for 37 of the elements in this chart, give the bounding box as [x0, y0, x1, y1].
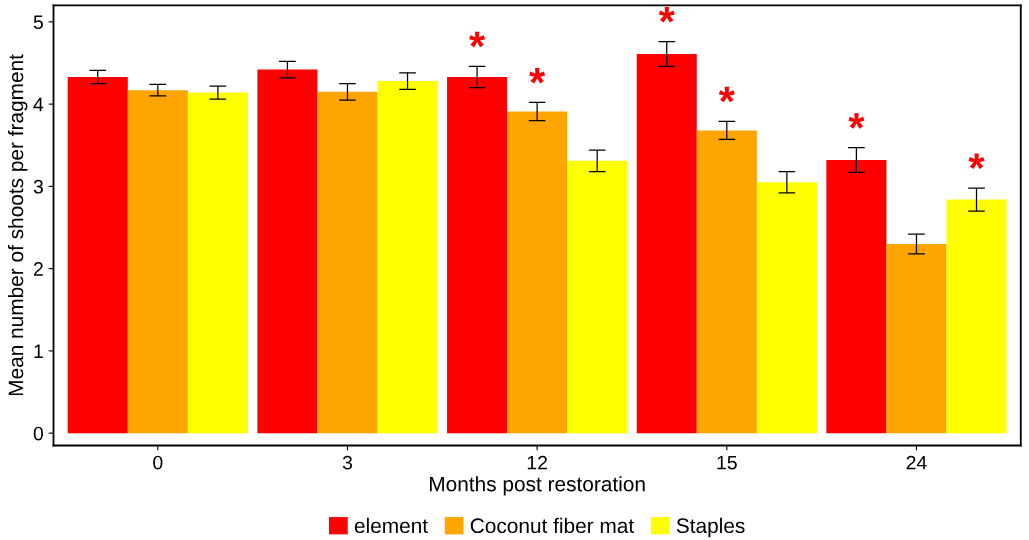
legend-label: Staples	[676, 517, 745, 538]
x-tick-label: 24	[906, 455, 927, 470]
y-tick-label: 2	[33, 262, 43, 276]
y-tick-label: 5	[33, 15, 43, 30]
bar	[67, 76, 128, 434]
legend-label: element	[354, 517, 428, 534]
legend-label: Coconut fiber mat	[470, 517, 635, 534]
bar	[946, 199, 1007, 434]
data-label: *	[529, 67, 546, 84]
data-label: *	[968, 153, 985, 169]
bar	[447, 76, 508, 434]
bar	[636, 53, 697, 434]
y-tick-label: 3	[33, 179, 43, 194]
bar	[567, 160, 628, 434]
bar	[187, 92, 248, 434]
x-tick-label: 3	[342, 455, 353, 470]
bar	[377, 81, 438, 434]
bar	[257, 69, 318, 434]
y-axis-title: Mean number of shoots per fragment	[8, 54, 28, 396]
bar	[507, 111, 568, 434]
y-tick-label: 4	[33, 97, 44, 112]
data-label: *	[848, 113, 865, 129]
x-axis-title: Months post restoration	[430, 476, 645, 496]
data-label: *	[469, 31, 486, 48]
data-label: *	[658, 7, 675, 23]
bar	[826, 160, 887, 434]
y-tick-label: 1	[34, 344, 43, 358]
x-tick-label: 0	[153, 455, 163, 470]
bar	[127, 90, 188, 434]
x-tick-label: 12	[527, 455, 547, 470]
x-tick-label: 15	[717, 455, 737, 470]
bar	[696, 130, 757, 434]
bar	[317, 91, 378, 434]
data-label: *	[718, 86, 735, 103]
bar	[756, 182, 817, 434]
bar	[886, 243, 947, 434]
y-tick-label: 0	[33, 426, 44, 441]
